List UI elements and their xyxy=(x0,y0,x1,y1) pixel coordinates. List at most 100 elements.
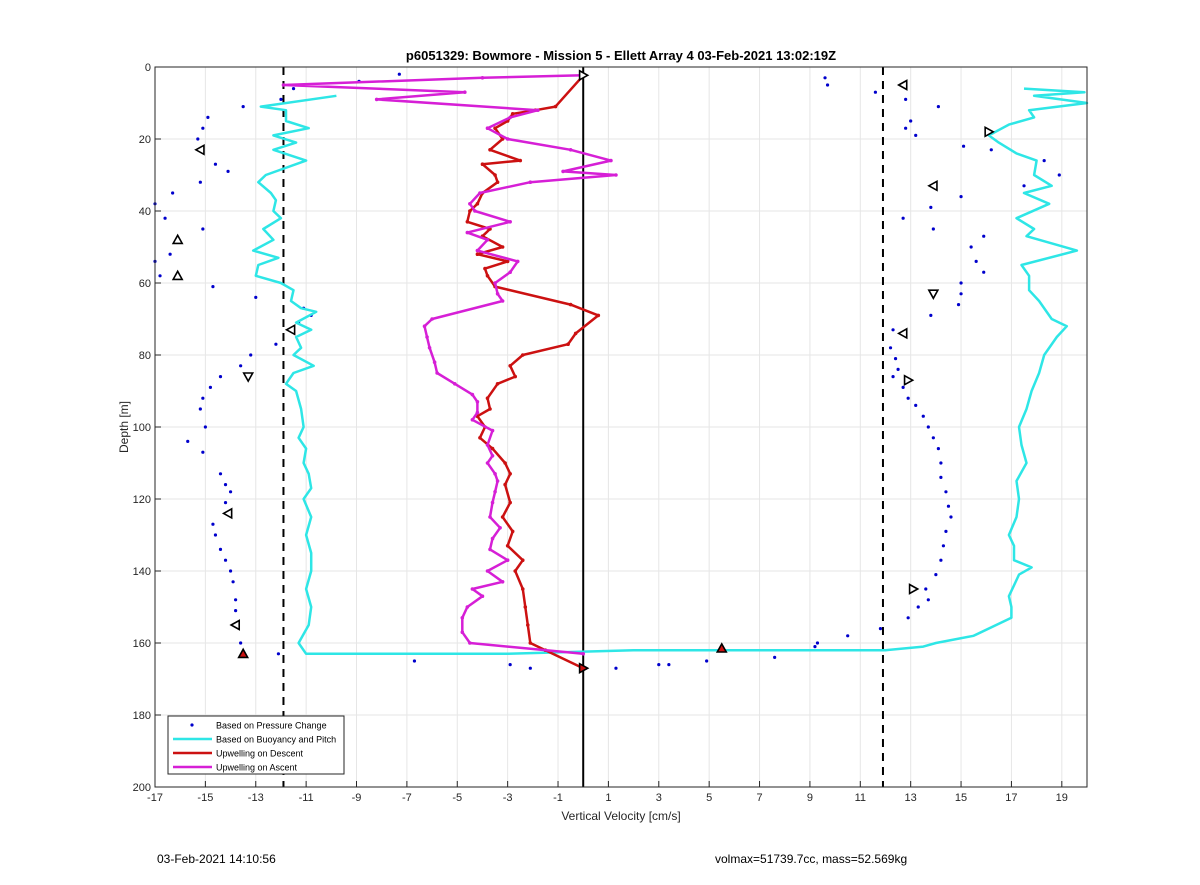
y-tick-label: 180 xyxy=(133,710,151,722)
x-tick-label: 5 xyxy=(706,792,712,804)
series-point xyxy=(528,180,533,184)
triangle-marker xyxy=(171,233,184,245)
pressure-change-point xyxy=(208,385,213,389)
x-tick-label: 19 xyxy=(1056,792,1068,804)
legend: Based on Pressure Change Based on Buoyanc… xyxy=(167,715,345,775)
series-point xyxy=(475,410,480,415)
pressure-change-point xyxy=(279,97,283,101)
x-tick-label: -13 xyxy=(248,792,264,804)
pressure-change-point xyxy=(657,663,661,667)
series-point xyxy=(465,230,470,235)
series-point xyxy=(609,158,613,163)
series-point xyxy=(500,245,505,249)
series-point xyxy=(485,569,490,573)
pressure-change-point xyxy=(203,425,207,429)
series-point xyxy=(488,515,492,519)
pressure-change-point xyxy=(846,634,850,638)
pressure-change-point xyxy=(974,259,978,263)
series-point xyxy=(508,220,512,224)
triangle-marker xyxy=(927,179,938,192)
y-tick-label: 200 xyxy=(133,782,151,794)
pressure-change-point xyxy=(914,133,918,137)
series-point xyxy=(468,209,472,213)
series-point xyxy=(488,547,492,552)
series-point xyxy=(561,169,565,174)
series-point xyxy=(596,313,601,318)
legend-label: Based on Pressure Change xyxy=(216,721,327,731)
series-point xyxy=(495,292,500,296)
x-tick-label: -9 xyxy=(352,792,362,804)
series-point xyxy=(475,400,480,404)
pressure-change-point xyxy=(226,169,230,173)
pressure-change-point xyxy=(926,598,930,602)
series-point xyxy=(520,353,525,357)
pressure-change-point xyxy=(614,666,618,670)
x-tick-label: 9 xyxy=(807,792,813,804)
triangle-marker xyxy=(896,79,908,91)
triangle-marker xyxy=(984,125,995,138)
series-point xyxy=(478,191,482,195)
pressure-change-point xyxy=(213,162,218,166)
series-point xyxy=(478,436,482,440)
series-point xyxy=(480,594,485,598)
y-tick-label: 40 xyxy=(139,206,151,218)
series-point xyxy=(425,335,429,339)
pressure-change-point xyxy=(891,375,895,379)
legend-swatch xyxy=(190,723,194,727)
pressure-change-point xyxy=(201,450,205,454)
legend-label: Upwelling on Descent xyxy=(216,749,304,759)
triangle-marker xyxy=(578,69,590,82)
triangle-marker xyxy=(242,372,255,383)
series-point xyxy=(498,526,502,530)
pressure-change-point xyxy=(196,137,200,141)
pressure-change-point xyxy=(956,303,961,307)
x-tick-label: -1 xyxy=(553,792,563,804)
series-point xyxy=(485,126,490,130)
series-point xyxy=(374,97,379,102)
series-point xyxy=(495,479,500,483)
series-point xyxy=(614,173,618,177)
series-group xyxy=(171,69,995,631)
pressure-change-point xyxy=(1042,159,1046,163)
pressure-change-point xyxy=(813,645,817,649)
pressure-change-point xyxy=(201,126,205,130)
pressure-change-point xyxy=(924,587,928,591)
series-point xyxy=(515,259,520,264)
series-line xyxy=(251,87,1089,656)
series-point xyxy=(505,558,510,562)
series-point xyxy=(508,270,512,275)
legend-box xyxy=(167,715,345,775)
pressure-change-point xyxy=(223,501,228,505)
x-tick-label: 7 xyxy=(756,792,762,804)
pressure-change-point xyxy=(206,115,210,119)
pressure-change-point xyxy=(239,364,243,368)
series-point xyxy=(465,220,470,224)
series-point xyxy=(493,173,497,177)
pressure-change-point xyxy=(929,313,933,317)
series-point xyxy=(513,374,518,379)
pressure-change-point xyxy=(412,659,417,663)
pressure-change-point xyxy=(223,558,228,562)
series-point xyxy=(485,443,490,447)
y-tick-label: 140 xyxy=(133,566,151,578)
series-point xyxy=(573,331,578,336)
pressure-change-point xyxy=(901,385,905,389)
series-point xyxy=(493,472,497,476)
pressure-change-point xyxy=(274,342,278,346)
series-point xyxy=(432,360,437,365)
pressure-change-point xyxy=(815,641,820,645)
series-point xyxy=(490,536,495,541)
y-tick-label: 120 xyxy=(133,494,151,506)
series-point xyxy=(508,364,512,368)
series-point xyxy=(493,126,497,130)
pressure-change-point xyxy=(213,533,218,537)
series-group xyxy=(153,72,1061,670)
pressure-change-point xyxy=(1057,173,1061,177)
series-point xyxy=(485,238,490,242)
series-point xyxy=(488,407,492,411)
y-tick-label: 160 xyxy=(133,638,151,650)
series-point xyxy=(490,446,495,451)
series-point xyxy=(520,558,525,562)
triangle-marker xyxy=(927,289,940,300)
pressure-change-point xyxy=(241,105,245,109)
